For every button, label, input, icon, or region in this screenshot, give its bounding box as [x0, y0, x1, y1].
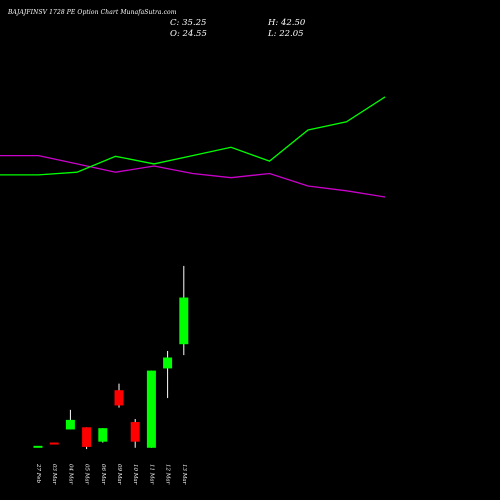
- candle-layer: [33, 265, 189, 450]
- date-label: 06 Mar: [100, 464, 106, 485]
- date-label: 10 Mar: [132, 464, 138, 485]
- chart-title: BAJAJFINSV 1728 PE Option Chart MunafaSu…: [8, 9, 177, 16]
- candle-09-mar: [114, 383, 124, 408]
- date-label: 11 Mar: [148, 464, 154, 485]
- candle-04-mar: [65, 409, 75, 430]
- ma-slow-line: [0, 154, 386, 198]
- candle-13-mar: [179, 265, 189, 356]
- candle-body: [98, 428, 108, 442]
- close-value: C: 35.25: [170, 18, 207, 28]
- candle-body: [49, 442, 59, 445]
- open-value: O: 24.55: [170, 29, 207, 39]
- candle-10-mar: [130, 419, 140, 448]
- high-value: H: 42.50: [268, 18, 306, 28]
- date-label: 12 Mar: [165, 464, 171, 485]
- date-label: 09 Mar: [116, 464, 122, 485]
- candle-12-mar: [163, 350, 173, 399]
- moving-average-layer: [0, 96, 386, 198]
- date-label: 13 Mar: [181, 464, 187, 485]
- date-label: 03 Mar: [51, 464, 57, 485]
- candle-body: [163, 357, 173, 369]
- candle-05-mar: [82, 427, 92, 450]
- date-label: 05 Mar: [84, 464, 90, 485]
- candle-body: [65, 419, 75, 430]
- date-label: 04 Mar: [67, 464, 73, 485]
- candle-body: [82, 427, 92, 447]
- date-label-layer: 27 Feb 03 Mar 04 Mar 05 Mar 06 Mar 09 Mar 10 M…: [35, 463, 187, 485]
- date-label: 27 Feb: [35, 463, 41, 484]
- candle-03-mar: [49, 442, 59, 445]
- candle-11-mar: [146, 370, 156, 448]
- candle-06-mar: [98, 428, 108, 443]
- candle-27-feb: [33, 445, 43, 448]
- candle-body: [146, 370, 156, 448]
- low-value: L: 22.05: [268, 29, 304, 39]
- candle-body: [33, 445, 43, 448]
- candle-body: [179, 297, 189, 345]
- candle-body: [114, 390, 124, 406]
- ma-fast-line: [0, 96, 386, 176]
- candle-body: [130, 422, 140, 442]
